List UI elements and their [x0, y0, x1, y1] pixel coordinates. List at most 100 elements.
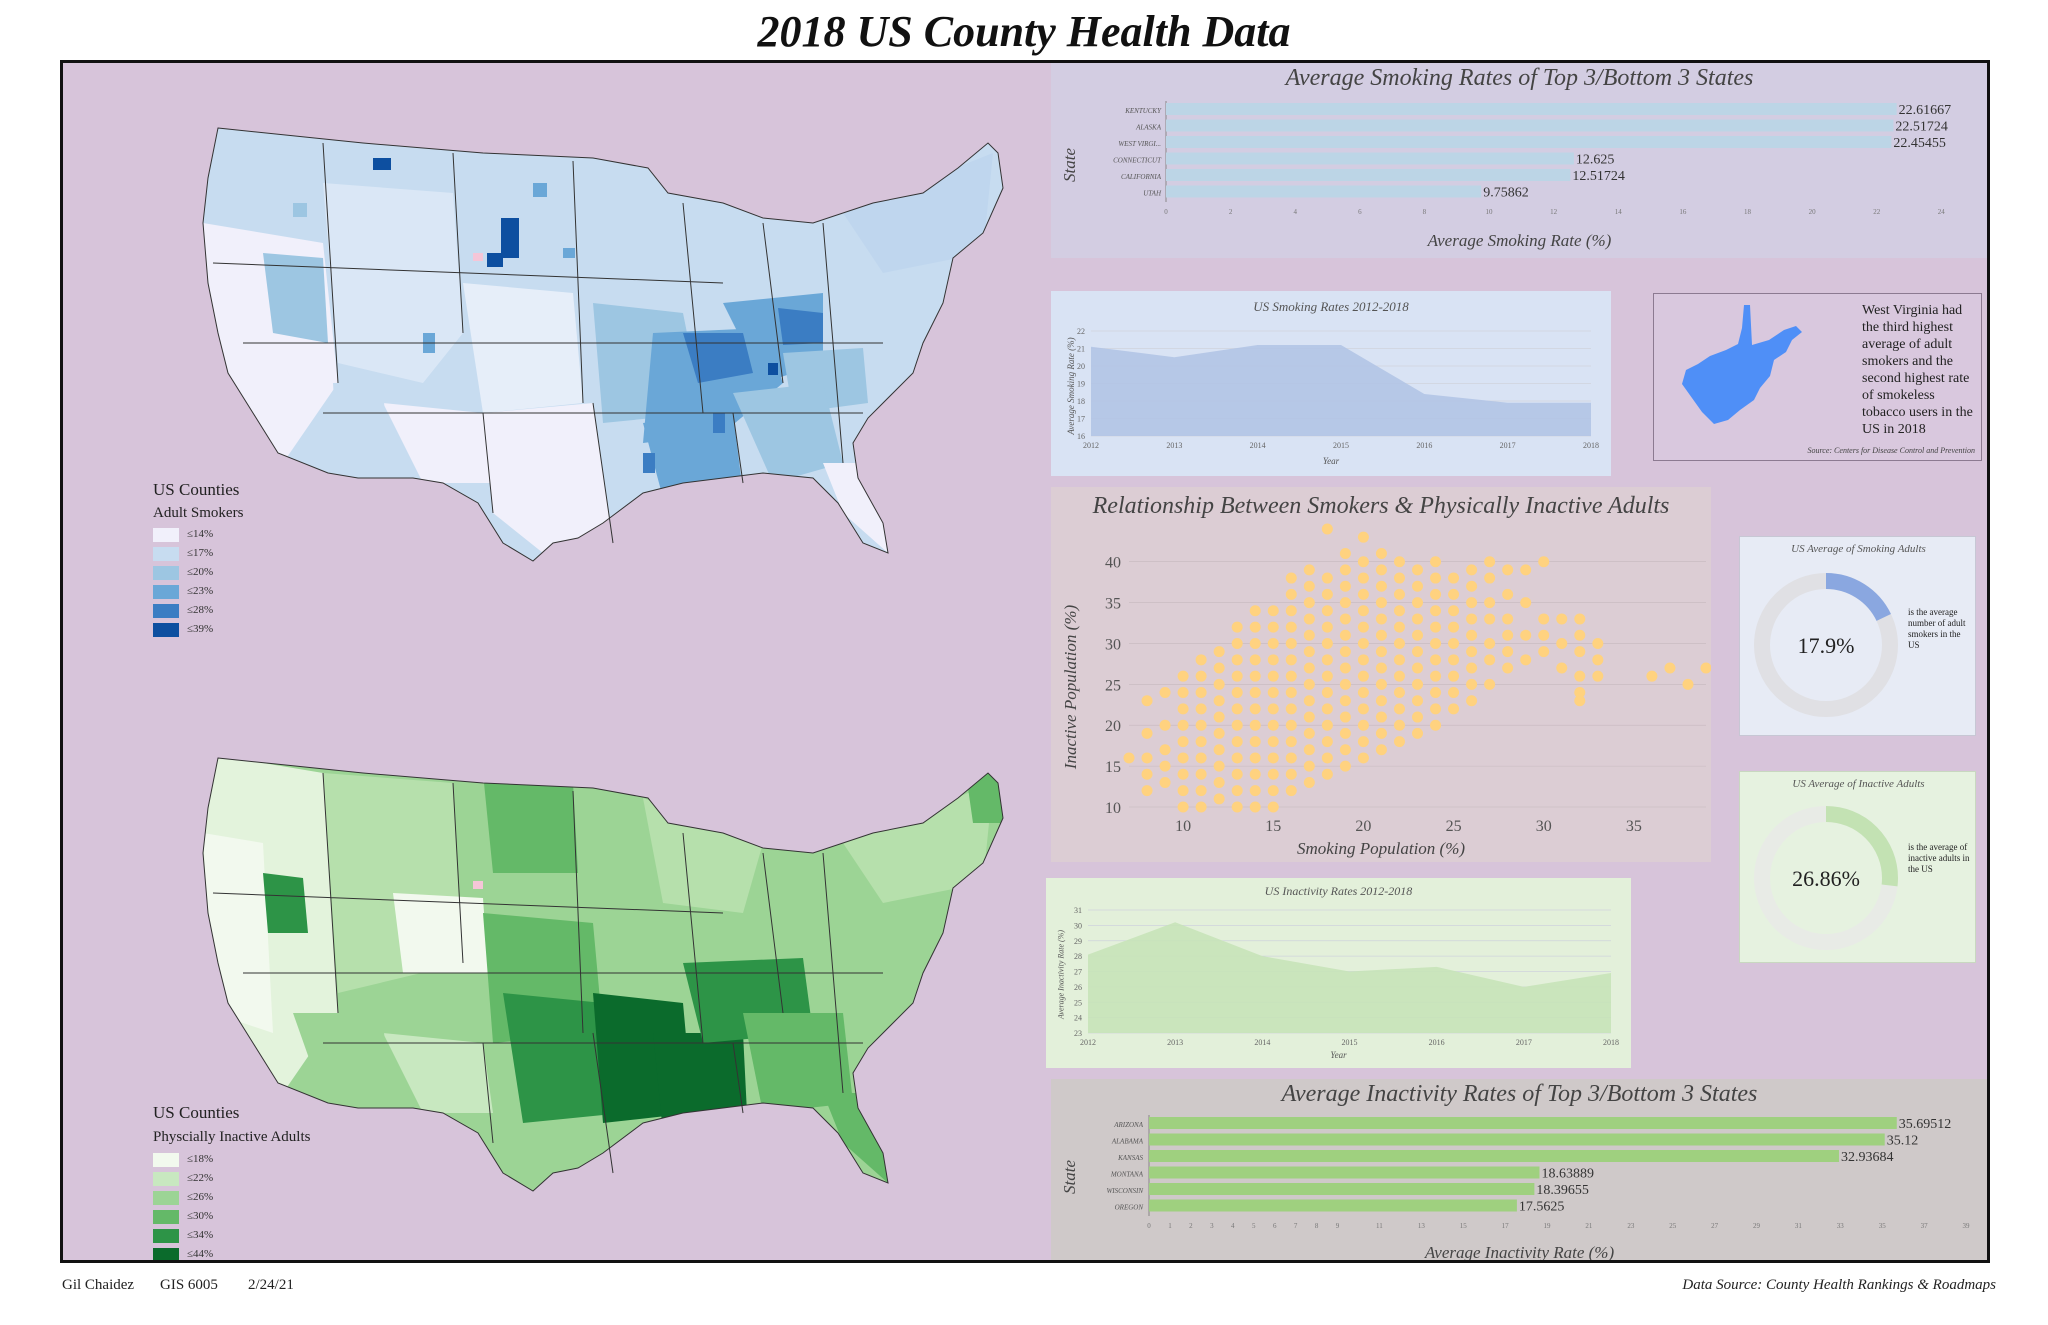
- scatter-point: [1303, 727, 1315, 739]
- area-x-tick-label: 2013: [1166, 441, 1182, 450]
- donut-smoking-chart[interactable]: 17.9%: [1746, 565, 1906, 725]
- bar-x-tick-label: 18: [1744, 208, 1752, 216]
- scatter-point: [1484, 597, 1496, 609]
- inactivity-trend-chart[interactable]: 23 24 25 26 27 28 29 30 31 2012 2013 2014 2015 2016 20…: [1046, 878, 1631, 1050]
- scatter-point: [1285, 703, 1297, 715]
- bar: [1166, 103, 1897, 115]
- scatter-point: [1357, 736, 1369, 748]
- scatter-point: [1520, 654, 1532, 666]
- bar-x-tick-label: 2: [1229, 208, 1233, 216]
- scatter-point: [1267, 768, 1279, 780]
- scatter-point: [1430, 572, 1442, 584]
- scatter-point: [1267, 637, 1279, 649]
- scatter-point: [1448, 588, 1460, 600]
- scatter-point: [1321, 736, 1333, 748]
- scatter-y-tick-label: 25: [1105, 677, 1121, 694]
- scatter-point: [1393, 572, 1405, 584]
- legend-label: ≤23%: [187, 585, 214, 597]
- scatter-point: [1177, 670, 1189, 682]
- legend-swatch: [153, 1153, 179, 1167]
- bar-x-tick-label: 4: [1231, 1222, 1235, 1230]
- scatter-point: [1141, 768, 1153, 780]
- bar-x-tick-label: 8: [1315, 1222, 1319, 1230]
- scatter-point: [1700, 662, 1711, 674]
- scatter-point: [1484, 613, 1496, 625]
- scatter-point: [1574, 646, 1586, 658]
- scatter-point: [1412, 564, 1423, 576]
- scatter-point: [1249, 687, 1261, 699]
- us-inactive-map[interactable]: [123, 713, 1063, 1263]
- bar-x-tick-label: 14: [1615, 208, 1623, 216]
- scatter-point: [1249, 719, 1261, 731]
- us-smokers-map[interactable]: [123, 83, 1063, 703]
- scatter-point: [1249, 637, 1261, 649]
- scatter-point: [1357, 621, 1369, 633]
- scatter-chart[interactable]: 10 15 20 25 30 35 40 10 15 20 25 30 35: [1051, 487, 1711, 842]
- scatter-point: [1466, 662, 1478, 674]
- donut-inactive-chart[interactable]: 26.86%: [1746, 798, 1906, 958]
- scatter-point: [1195, 752, 1207, 764]
- scatter-point: [1285, 605, 1297, 617]
- scatter-point: [1231, 687, 1243, 699]
- bar-x-tick-label: 21: [1585, 1222, 1593, 1230]
- bar-category-label: WISCONSIN: [1106, 1187, 1143, 1195]
- bar-value-label: 22.61667: [1899, 103, 1952, 118]
- scatter-point: [1285, 768, 1297, 780]
- scatter-point: [1249, 605, 1261, 617]
- bar-x-tick-label: 4: [1293, 208, 1297, 216]
- inactivity-bar-chart[interactable]: ARIZONA 35.69512 ALABAMA 35.12 KANSAS 32.9368…: [1051, 1113, 1988, 1243]
- scatter-point: [1448, 703, 1460, 715]
- scatter-y-tick-label: 10: [1105, 800, 1121, 817]
- smoking-trend-chart[interactable]: 16 17 18 19 20 21 22 2012 2013 2014 2015 2016 2017 20…: [1051, 291, 1611, 456]
- scatter-point: [1231, 752, 1243, 764]
- scatter-point: [1231, 670, 1243, 682]
- bar-category-label: ALASKA: [1135, 124, 1162, 132]
- bar-x-tick-label: 25: [1669, 1222, 1677, 1230]
- scatter-point: [1159, 744, 1171, 756]
- scatter-point: [1195, 785, 1207, 797]
- scatter-point: [1357, 556, 1369, 568]
- scatter-point: [1303, 695, 1315, 707]
- scatter-point: [1466, 580, 1478, 592]
- donut-smoking-panel: US Average of Smoking Adults 17.9% is th…: [1739, 536, 1976, 736]
- page-title: 2018 US County Health Data: [757, 7, 1291, 56]
- scatter-point: [1339, 564, 1351, 576]
- bar-x-tick-label: 20: [1809, 208, 1817, 216]
- bar-x-tick-label: 7: [1294, 1222, 1298, 1230]
- area-y-tick-label: 23: [1074, 1029, 1082, 1038]
- bar-category-label: MONTANA: [1110, 1171, 1144, 1179]
- scatter-point: [1430, 703, 1442, 715]
- scatter-point: [1177, 703, 1189, 715]
- inactivity-bar-xlabel: Average Inactivity Rate (%): [1424, 1243, 1615, 1262]
- scatter-point: [1267, 719, 1279, 731]
- area-y-tick-label: 18: [1077, 397, 1085, 406]
- bar-x-tick-label: 15: [1460, 1222, 1468, 1230]
- scatter-point: [1375, 564, 1387, 576]
- scatter-point: [1267, 736, 1279, 748]
- bar-x-tick-label: 3: [1210, 1222, 1214, 1230]
- scatter-point: [1556, 637, 1568, 649]
- smokers-legend: ≤14% ≤17% ≤20% ≤23% ≤28% ≤39%: [153, 528, 303, 648]
- scatter-point: [1466, 613, 1478, 625]
- smoking-bar-chart[interactable]: KENTUCKY 22.61667 ALASKA 22.51724 WEST VIRGI…: [1051, 99, 1988, 229]
- scatter-point: [1321, 752, 1333, 764]
- scatter-point: [1430, 556, 1442, 568]
- scatter-point: [1321, 523, 1333, 535]
- bar-category-label: WEST VIRGI...: [1118, 140, 1161, 148]
- scatter-point: [1574, 629, 1586, 641]
- smoking-trend-title: US Smoking Rates 2012-2018: [1253, 299, 1409, 314]
- scatter-point: [1502, 646, 1514, 658]
- scatter-y-tick-label: 15: [1105, 759, 1121, 776]
- scatter-point: [1592, 670, 1604, 682]
- scatter-point: [1339, 711, 1351, 723]
- scatter-point: [1321, 687, 1333, 699]
- bar-x-tick-label: 11: [1376, 1222, 1383, 1230]
- scatter-point: [1448, 687, 1460, 699]
- bar-category-label: CONNECTICUT: [1113, 157, 1162, 165]
- scatter-point: [1412, 678, 1423, 690]
- bar-x-tick-label: 37: [1921, 1222, 1929, 1230]
- scatter-point: [1177, 687, 1189, 699]
- scatter-point: [1285, 588, 1297, 600]
- scatter-point: [1285, 752, 1297, 764]
- bar-x-tick-label: 24: [1938, 208, 1946, 216]
